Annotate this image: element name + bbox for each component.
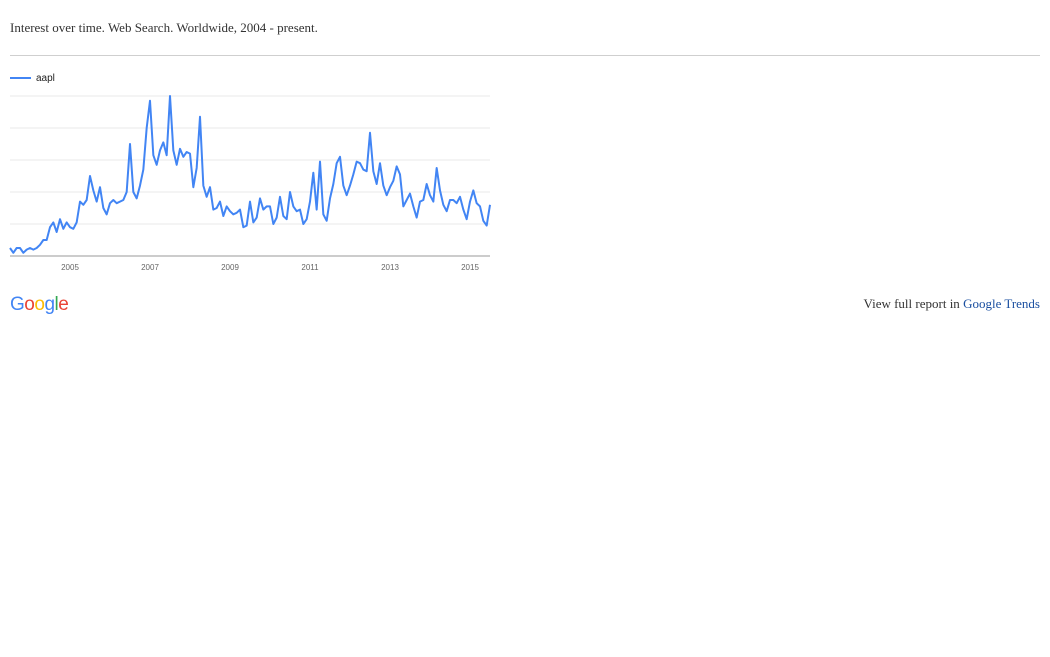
- chart-svg: aapl 2005 2007 2009 2011 2013 2015: [9, 73, 491, 272]
- google-trends-link[interactable]: Google Trends: [963, 296, 1040, 311]
- x-tick-label: 2011: [301, 263, 319, 272]
- google-logo-letter: e: [58, 294, 69, 315]
- x-tick-label: 2007: [141, 263, 159, 272]
- trend-chart: aapl 2005 2007 2009 2011 2013 2015: [0, 65, 500, 280]
- google-logo-letter: l: [54, 294, 59, 315]
- google-logo-letter: g: [44, 294, 55, 315]
- divider: [10, 55, 1040, 56]
- google-logo[interactable]: Google: [10, 294, 69, 316]
- legend: aapl: [10, 73, 55, 84]
- gridlines: [10, 95, 490, 225]
- x-tick-label: 2013: [381, 263, 399, 272]
- chart-description: Interest over time. Web Search. Worldwid…: [10, 20, 318, 35]
- full-report-text: View full report in: [863, 296, 964, 311]
- x-tick-label: 2009: [221, 263, 239, 272]
- x-tick-label: 2015: [461, 263, 479, 272]
- google-logo-letter: o: [24, 294, 35, 315]
- series-line-aapl[interactable]: [9, 95, 491, 254]
- x-tick-labels: 2005 2007 2009 2011 2013 2015: [61, 263, 479, 272]
- legend-label-aapl: aapl: [36, 73, 55, 84]
- google-logo-letter: o: [34, 294, 45, 315]
- x-tick-label: 2005: [61, 263, 79, 272]
- google-logo-letter: G: [10, 294, 25, 315]
- series-aapl[interactable]: [9, 95, 491, 254]
- full-report-footer: View full report in Google Trends: [863, 296, 1040, 312]
